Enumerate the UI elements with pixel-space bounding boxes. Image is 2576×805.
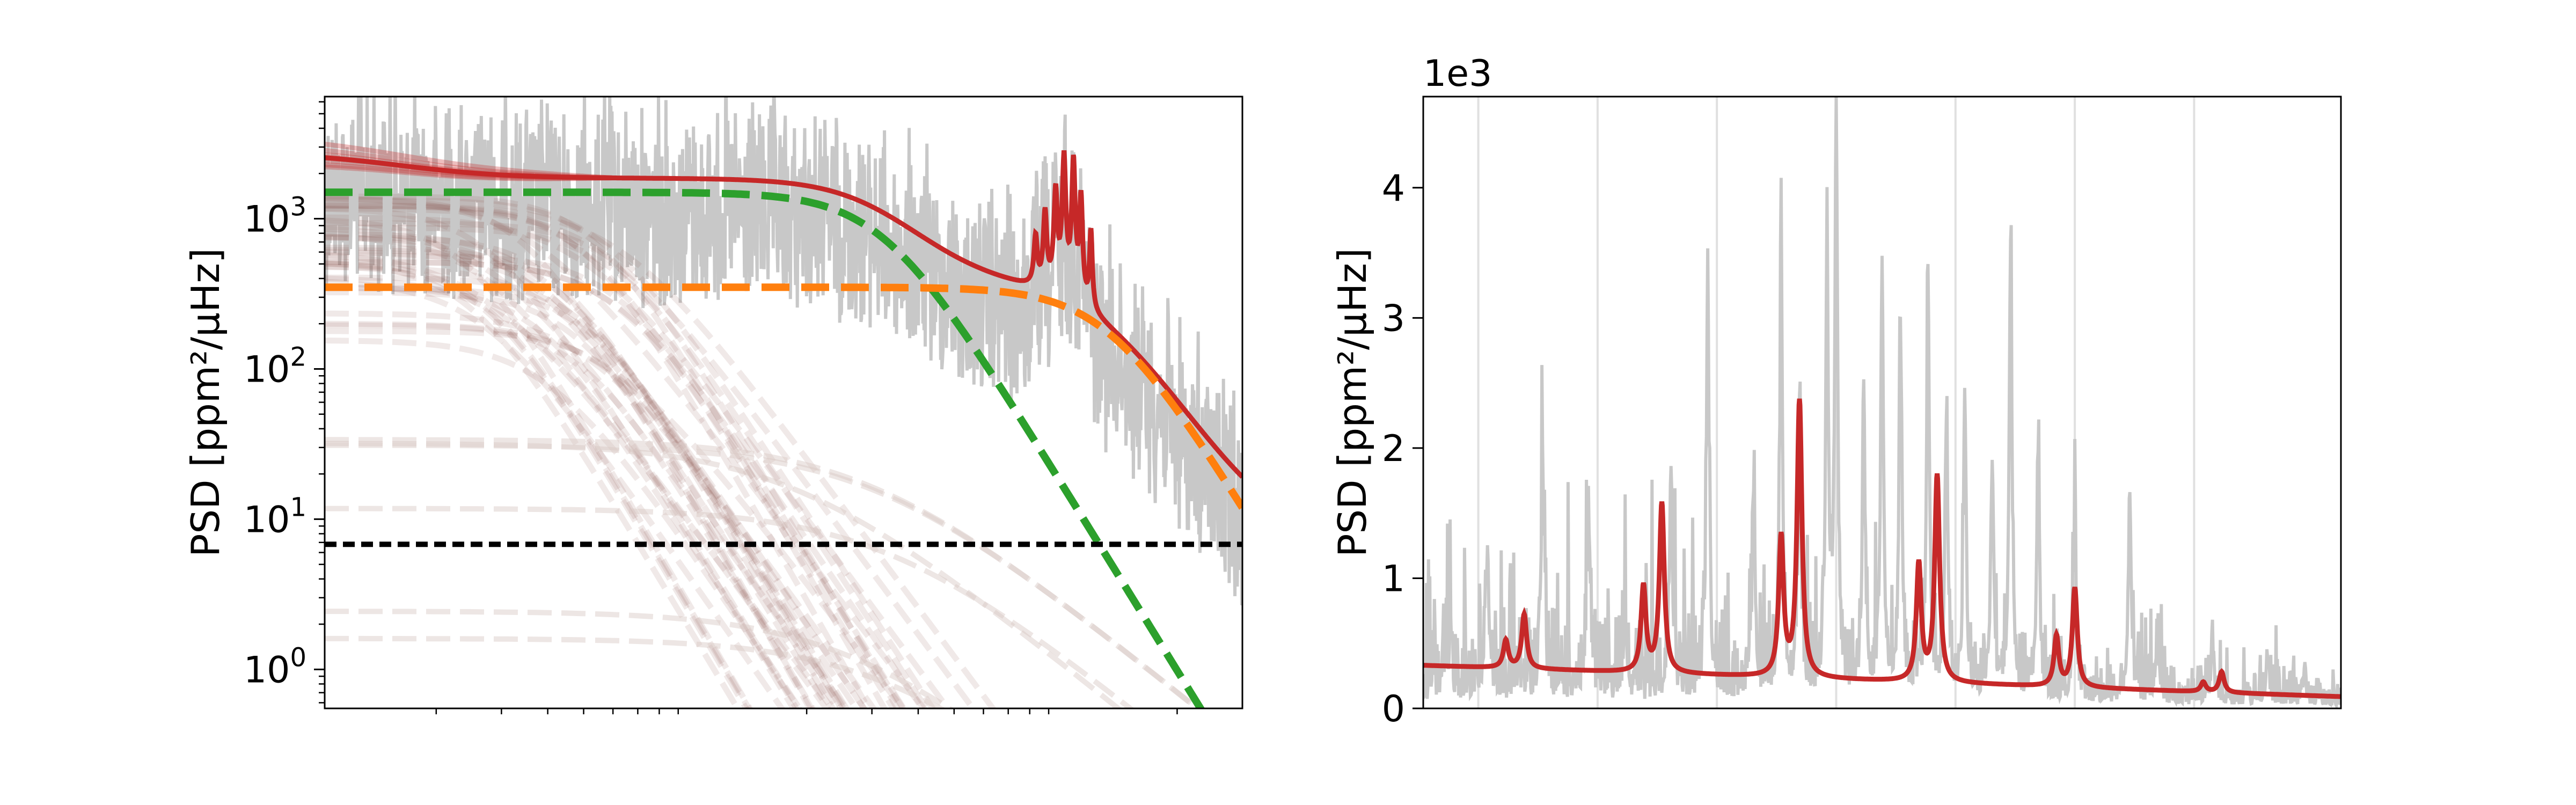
posterior-sample-line <box>325 196 936 708</box>
posterior-sample-line <box>325 247 814 708</box>
right-plot-area <box>1423 97 2341 708</box>
posterior-sample-line <box>325 195 928 708</box>
observed-psd-line <box>1423 97 2341 708</box>
posterior-sample-line <box>325 206 977 708</box>
posterior-sample-line-faint <box>325 635 946 708</box>
posterior-sample-line <box>325 244 845 708</box>
posterior-sample-line <box>325 284 800 708</box>
posterior-sample-line <box>325 193 888 708</box>
y-tick-label: 103 <box>244 192 306 241</box>
posterior-sample-line <box>325 196 815 708</box>
y-tick-label: 0 <box>1382 688 1405 730</box>
posterior-sample-line <box>325 289 832 708</box>
posterior-sample-line <box>325 234 837 708</box>
y-tick-label: 3 <box>1382 297 1405 340</box>
right-tick-marks <box>1413 187 1423 709</box>
posterior-sample-line <box>325 320 906 708</box>
posterior-sample-line <box>325 258 926 708</box>
y-tick-label: 102 <box>244 342 306 391</box>
posterior-sample-line-faint <box>325 441 1123 708</box>
posterior-sample-group <box>325 193 1202 708</box>
posterior-sample-line <box>325 220 901 708</box>
posterior-sample-line-faint <box>325 506 1135 708</box>
posterior-sample-line <box>325 235 841 708</box>
posterior-sample-line <box>325 274 847 708</box>
right-y-axis-label: PSD [ppm²/μHz] <box>1330 248 1375 557</box>
model-fit-line <box>325 150 1242 479</box>
left-plot-area <box>325 97 1242 708</box>
posterior-sample-line <box>325 252 836 708</box>
posterior-sample-line <box>325 226 850 708</box>
right-y-tick-labels: 0 1 2 3 4 <box>1382 167 1405 730</box>
granulation-component-2-line <box>325 283 1242 510</box>
y-tick-label: 2 <box>1382 428 1405 470</box>
posterior-sample-line <box>325 214 952 708</box>
right-y-offset-text: 1e3 <box>1423 53 1492 95</box>
posterior-sample-line <box>325 224 930 708</box>
model-fit-group <box>325 142 1242 479</box>
y-tick-label: 101 <box>244 492 306 541</box>
left-panel: 100 101 102 103 PSD [ppm²/μHz] <box>183 96 1243 714</box>
posterior-sample-line <box>325 252 908 708</box>
posterior-sample-line <box>325 285 850 708</box>
left-y-axis-label: PSD [ppm²/μHz] <box>183 248 228 557</box>
posterior-sample-line <box>325 264 860 708</box>
posterior-sample-line <box>325 310 877 708</box>
posterior-sample-line-faint <box>325 442 1202 708</box>
posterior-sample-line <box>325 322 816 708</box>
posterior-sample-line <box>325 275 830 708</box>
posterior-sample-line <box>325 202 997 708</box>
posterior-sample-line <box>325 203 897 708</box>
left-y-tick-labels: 100 101 102 103 <box>244 192 306 692</box>
right-panel: 0 1 2 3 4 1e3 PSD [ppm²/μHz] <box>1330 53 2342 730</box>
y-tick-label: 100 <box>244 642 306 691</box>
posterior-sample-line <box>325 202 872 708</box>
posterior-sample-line-faint <box>325 609 955 708</box>
posterior-sample-line <box>325 259 906 708</box>
posterior-sample-line <box>325 249 868 708</box>
model-fit-line <box>1423 398 2341 699</box>
posterior-sample-line-faint <box>325 437 1202 708</box>
posterior-sample-line <box>325 338 803 708</box>
left-tick-marks <box>314 101 1178 714</box>
y-tick-label: 1 <box>1382 558 1405 600</box>
granulation-component-1-line <box>325 188 1205 708</box>
posterior-sample-line <box>325 231 868 708</box>
right-axes-frame <box>1422 96 2342 709</box>
y-tick-label: 4 <box>1382 167 1405 210</box>
posterior-sample-line <box>325 328 845 708</box>
